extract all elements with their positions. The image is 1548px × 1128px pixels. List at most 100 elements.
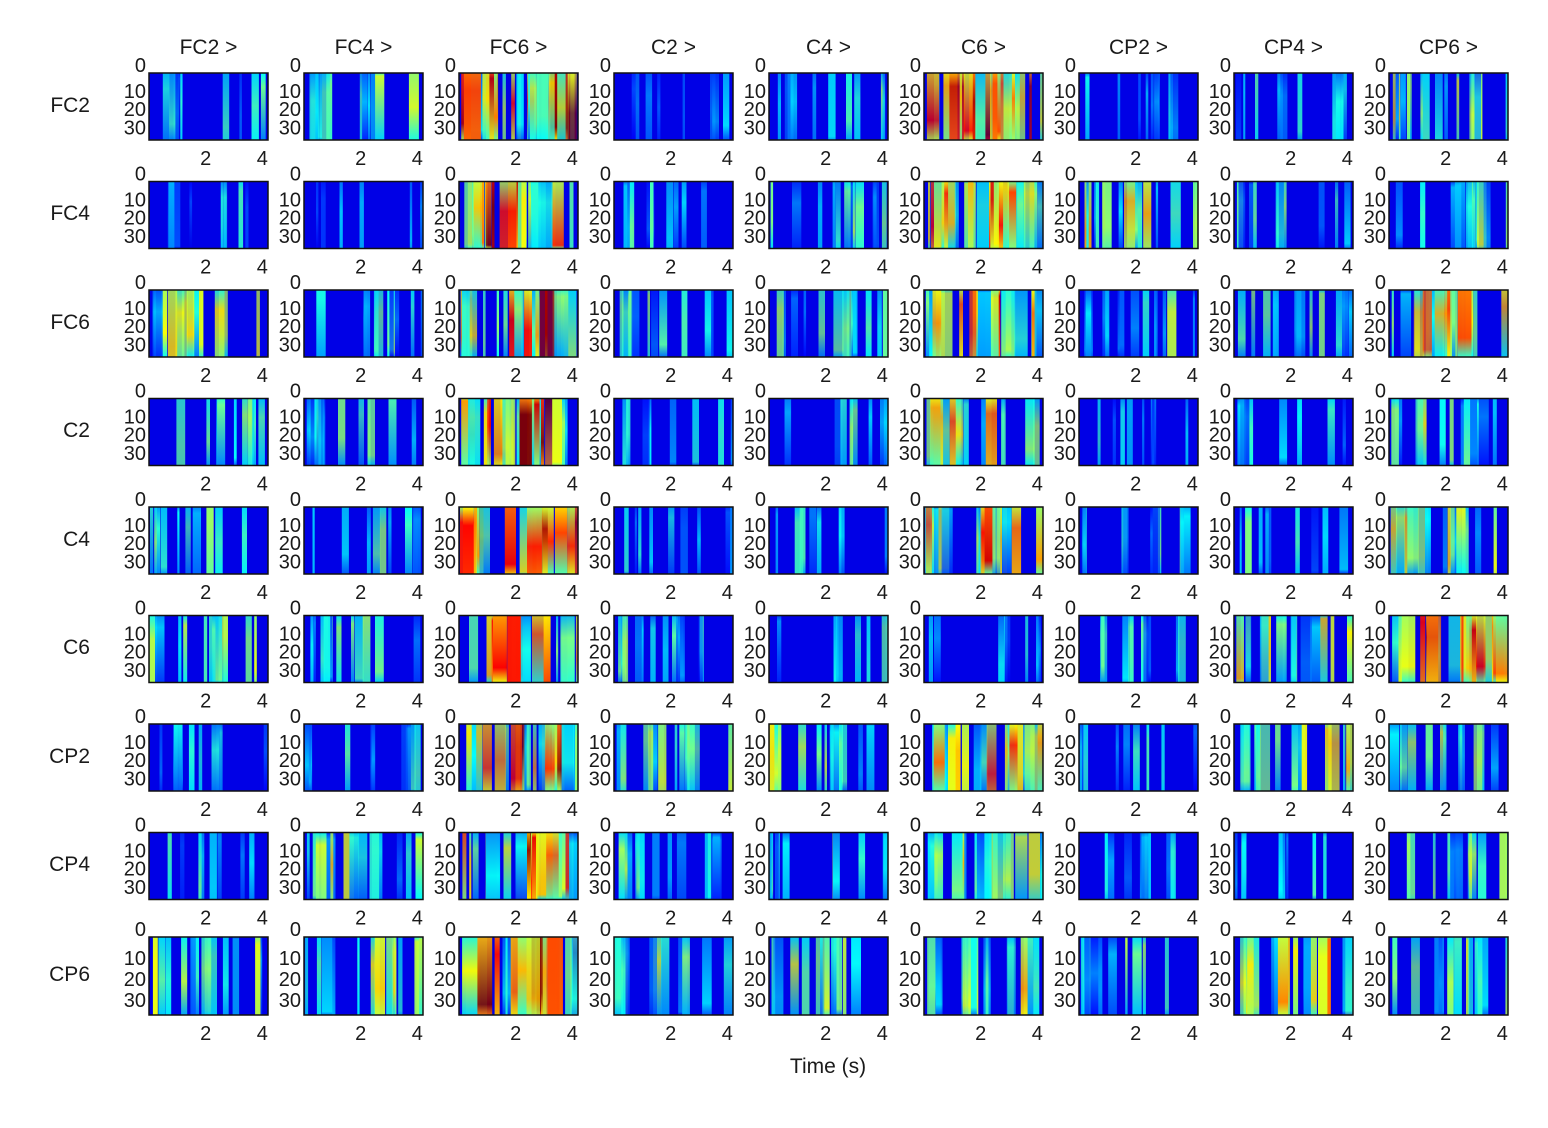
heatmap-cell-stripe [1000,181,1010,249]
heatmap-cell-stripe [1395,73,1399,140]
x-tick-label: 4 [1342,148,1353,170]
heatmap-cell-stripe [1037,724,1043,791]
x-tick-label: 2 [820,1023,831,1045]
heatmap-cell-stripe [932,290,942,357]
panel-frame [148,506,269,575]
heatmap-cell-stripe [152,937,158,1015]
y-tick-label: 30 [1364,551,1386,573]
heatmap-cell-stripe [1461,615,1464,683]
heatmap-cell-stripe [836,937,842,1015]
y-tick-label: 0 [1375,489,1386,511]
heatmap-cell-stripe [486,615,493,683]
heatmap-cell-stripe [882,832,888,900]
y-tick-label: 10 [279,515,301,537]
heatmap-cell-stripe [1006,937,1016,1015]
heatmap-cell-stripe [622,615,629,683]
heatmap-cell-stripe [1146,724,1150,791]
heatmap-cell-stripe [241,507,247,574]
heatmap-cell-stripe [565,73,568,140]
y-tick-label: 0 [600,598,611,620]
heatmap-cell-stripe [1465,181,1472,249]
x-tick-label: 4 [1032,257,1043,279]
y-tick-label: 20 [1054,859,1076,881]
heatmap-cell-stripe [220,181,228,249]
heatmap-cell-stripe [510,937,522,1015]
y-tick-label: 20 [124,750,146,772]
x-tick-label: 2 [355,582,366,604]
y-tick-label: 10 [899,407,921,429]
heatmap-cell-stripe [713,832,720,900]
heatmap-cell-stripe [1151,507,1160,574]
x-tick-label: 4 [1032,691,1043,713]
x-tick-label: 4 [1497,474,1508,496]
y-tick-label: 0 [445,919,456,941]
heatmap-cell-stripe [1453,937,1462,1015]
heatmap-cell-stripe [1342,398,1346,466]
x-tick-label: 4 [1187,148,1198,170]
panel-frame [1388,397,1509,467]
panel-frame [923,723,1044,792]
y-tick-label: 10 [1054,732,1076,754]
column-header: FC4 > [334,36,393,59]
x-tick-label: 2 [200,365,211,387]
y-tick-label: 30 [434,877,456,899]
x-tick-label: 2 [1440,582,1451,604]
y-tick-label: 30 [1054,768,1076,790]
heatmap-cell-stripe [1413,290,1425,357]
x-tick-label: 2 [355,908,366,930]
heatmap-cell-stripe [198,724,203,791]
y-tick-label: 20 [899,969,921,991]
heatmap-cell-stripe [1275,181,1284,249]
y-tick-label: 30 [279,551,301,573]
y-tick-label: 30 [124,990,146,1012]
y-tick-label: 30 [589,768,611,790]
x-tick-label: 4 [1032,1023,1043,1045]
y-tick-label: 20 [1364,425,1386,447]
y-tick-label: 10 [744,624,766,646]
heatmap-cell-stripe [255,937,261,1015]
heatmap-cell-stripe [672,615,677,683]
y-tick-label: 0 [755,489,766,511]
heatmap-cell-stripe [240,832,245,900]
panel-frame [1388,289,1509,358]
y-tick-label: 30 [434,990,456,1012]
x-tick-label: 2 [200,691,211,713]
heatmap-cell-stripe [174,181,181,249]
panel-background [1079,507,1198,574]
panel-frame [303,180,424,250]
heatmap-cell-stripe [852,181,856,249]
heatmap-cell-stripe [1279,832,1283,900]
panel-frame [458,506,579,575]
heatmap-cell-stripe [1279,398,1288,466]
y-tick-label: 0 [910,55,921,77]
x-tick-label: 2 [1285,1023,1296,1045]
heatmap-cell-stripe [626,181,633,249]
panel-frame [923,936,1044,1016]
heatmap-cell-stripe [692,398,699,466]
heatmap-cell-stripe [1119,290,1125,357]
y-tick-label: 0 [290,815,301,837]
panel-frame [303,289,424,358]
heatmap-cell-stripe [526,937,541,1015]
x-tick-label: 4 [1032,799,1043,821]
heatmap-cell-stripe [992,507,1001,574]
heatmap-cell-stripe [1154,290,1157,357]
heatmap-cell-stripe [553,724,561,791]
heatmap-cell-stripe [618,937,626,1015]
y-tick-label: 30 [1054,443,1076,465]
y-tick-label: 20 [899,750,921,772]
heatmap-cell-stripe [540,398,545,466]
heatmap-cell-stripe [881,181,887,249]
y-tick-label: 30 [279,226,301,248]
heatmap-cell-stripe [730,398,733,466]
x-tick-label: 2 [975,148,986,170]
y-tick-label: 10 [899,841,921,863]
heatmap-cell-stripe [409,181,413,249]
